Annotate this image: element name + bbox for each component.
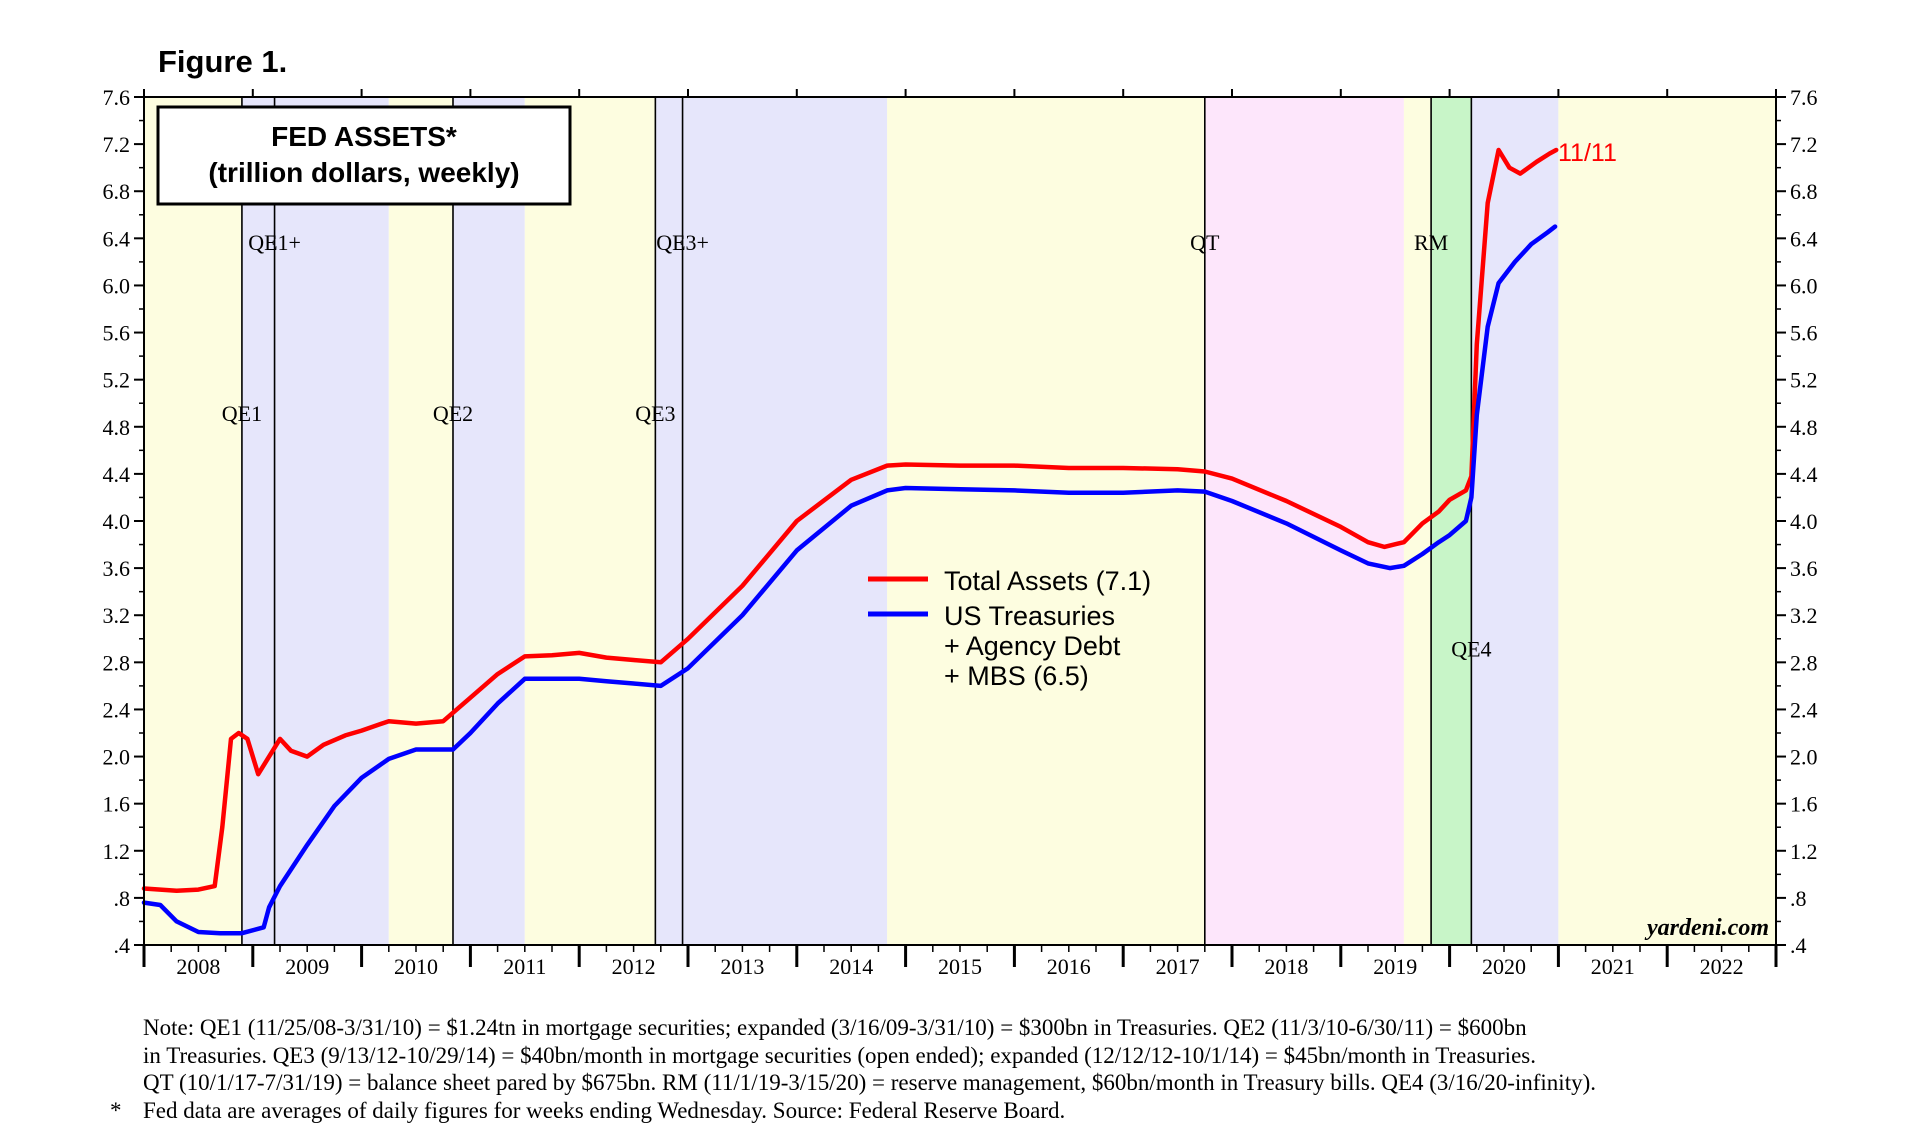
notes: Note: QE1 (11/25/08-3/31/10) = $1.24tn i… xyxy=(110,1014,1890,1124)
x-tick-label: 2011 xyxy=(503,954,546,979)
shaded-periods xyxy=(144,97,1776,945)
x-tick-label: 2017 xyxy=(1156,954,1200,979)
footnote-marker: * xyxy=(110,1097,122,1123)
x-tick-label: 2012 xyxy=(612,954,656,979)
x-tick-label: 2020 xyxy=(1482,954,1526,979)
source-watermark: yardeni.com xyxy=(1644,915,1769,941)
y-tick-label-right: 2.0 xyxy=(1790,745,1818,770)
note-line: QT (10/1/17-7/31/19) = balance sheet par… xyxy=(143,1070,1596,1095)
event-lines: QE1 QE1+ QE2 QE3 QE3+ QT RM QE4 xyxy=(222,97,1492,945)
y-tick-label-right: .8 xyxy=(1790,886,1807,911)
event-label: RM xyxy=(1414,230,1448,255)
y-tick-label-right: 1.2 xyxy=(1790,839,1818,864)
legend-label-total-assets: Total Assets (7.1) xyxy=(944,566,1151,596)
figure-label: Figure 1. xyxy=(158,44,288,79)
shaded-period xyxy=(452,97,525,945)
y-tick-label-right: 2.8 xyxy=(1790,650,1818,675)
y-tick-label-right: 4.8 xyxy=(1790,415,1818,440)
y-tick-label-left: 2.0 xyxy=(103,745,131,770)
event-label: QE1+ xyxy=(248,230,301,255)
y-tick-label-left: 3.6 xyxy=(103,556,131,581)
y-tick-label-right: 1.6 xyxy=(1790,792,1818,817)
shaded-period xyxy=(144,97,242,945)
y-tick-label-right: 6.0 xyxy=(1790,273,1818,298)
shaded-period xyxy=(655,97,888,945)
shaded-period xyxy=(524,97,656,945)
chart: QE1 QE1+ QE2 QE3 QE3+ QT RM QE4 .4 .4 .8 .8 1.2 1.2 1… xyxy=(103,85,1818,979)
title-box: FED ASSETS* (trillion dollars, weekly) xyxy=(156,105,572,206)
y-tick-label-left: 3.2 xyxy=(103,603,131,628)
y-tick-label-right: 4.0 xyxy=(1790,509,1818,534)
x-tick-label: 2010 xyxy=(394,954,438,979)
x-tick-label: 2018 xyxy=(1264,954,1308,979)
note-line: in Treasuries. QE3 (9/13/12-10/29/14) = … xyxy=(143,1042,1536,1068)
y-tick-label-left: 7.6 xyxy=(103,85,131,110)
y-tick-label-left: 6.4 xyxy=(103,226,131,251)
legend-label-treasuries-line1: US Treasuries xyxy=(944,601,1115,631)
y-tick-label-left: 4.8 xyxy=(103,415,131,440)
y-tick-label-left: .8 xyxy=(114,886,131,911)
series-line-total-assets xyxy=(141,147,1559,894)
x-tick-label: 2019 xyxy=(1373,954,1417,979)
y-tick-label-left: 5.2 xyxy=(103,368,131,393)
x-tick-label: 2009 xyxy=(285,954,329,979)
y-tick-label-right: 5.6 xyxy=(1790,321,1818,346)
y-tick-label-right: 3.2 xyxy=(1790,603,1818,628)
y-tick-label-right: 7.6 xyxy=(1790,85,1818,110)
event-label: QE3 xyxy=(635,401,675,426)
data-series xyxy=(141,147,1559,936)
y-tick-label-right: .4 xyxy=(1790,933,1807,958)
y-tick-label-right: 6.4 xyxy=(1790,226,1818,251)
y-tick-label-left: 4.4 xyxy=(103,462,131,487)
shaded-period xyxy=(388,97,453,945)
event-label: QT xyxy=(1190,230,1220,255)
x-tick-label: 2013 xyxy=(720,954,764,979)
event-label: QE1 xyxy=(222,401,262,426)
legend: Total Assets (7.1) US Treasuries + Agenc… xyxy=(868,566,1151,691)
legend-label-treasuries-line3: + MBS (6.5) xyxy=(944,661,1089,691)
y-tick-label-left: 1.6 xyxy=(103,792,131,817)
shaded-period xyxy=(1204,97,1404,945)
y-tick-label-left: 4.0 xyxy=(103,509,131,534)
shaded-period xyxy=(241,97,389,945)
series-line-treasuries-agency-mbs xyxy=(141,224,1558,936)
y-tick-label-right: 3.6 xyxy=(1790,556,1818,581)
y-tick-label-right: 4.4 xyxy=(1790,462,1818,487)
x-tick-label: 2021 xyxy=(1591,954,1635,979)
footnote-text: Fed data are averages of daily figures f… xyxy=(143,1097,1066,1123)
y-tick-label-right: 7.2 xyxy=(1790,132,1818,157)
y-tick-label-left: 6.0 xyxy=(103,273,131,298)
axes: .4 .4 .8 .8 1.2 1.2 1.6 1.6 2.0 2.0 2.4 2.4 2.8 2.8 3.… xyxy=(103,85,1818,979)
y-tick-label-left: 6.8 xyxy=(103,179,131,204)
x-tick-label: 2016 xyxy=(1047,954,1091,979)
event-label: QE4 xyxy=(1451,636,1491,661)
event-label: QE2 xyxy=(433,401,473,426)
footnote-line: * Fed data are averages of daily figures… xyxy=(110,1097,1890,1125)
note-line: Note: QE1 (11/25/08-3/31/10) = $1.24tn i… xyxy=(143,1015,1527,1040)
y-tick-label-left: 1.2 xyxy=(103,839,131,864)
y-tick-label-left: 7.2 xyxy=(103,132,131,157)
legend-label-treasuries-line2: + Agency Debt xyxy=(944,631,1121,661)
y-tick-label-left: 2.4 xyxy=(103,697,131,722)
y-tick-label-right: 2.4 xyxy=(1790,697,1818,722)
shaded-period xyxy=(887,97,1205,945)
x-tick-label: 2008 xyxy=(176,954,220,979)
y-tick-label-left: 2.8 xyxy=(103,650,131,675)
chart-title: FED ASSETS* xyxy=(271,121,457,152)
event-label: QE3+ xyxy=(656,230,709,255)
chart-subtitle: (trillion dollars, weekly) xyxy=(208,157,519,188)
y-tick-label-left: .4 xyxy=(114,933,131,958)
latest-date-annotation: 11/11 xyxy=(1558,139,1617,167)
x-tick-label: 2015 xyxy=(938,954,982,979)
y-tick-label-right: 6.8 xyxy=(1790,179,1818,204)
x-tick-label: 2014 xyxy=(829,954,873,979)
y-tick-label-right: 5.2 xyxy=(1790,368,1818,393)
x-tick-label: 2022 xyxy=(1700,954,1744,979)
y-tick-label-left: 5.6 xyxy=(103,321,131,346)
shaded-period xyxy=(1558,97,1776,945)
